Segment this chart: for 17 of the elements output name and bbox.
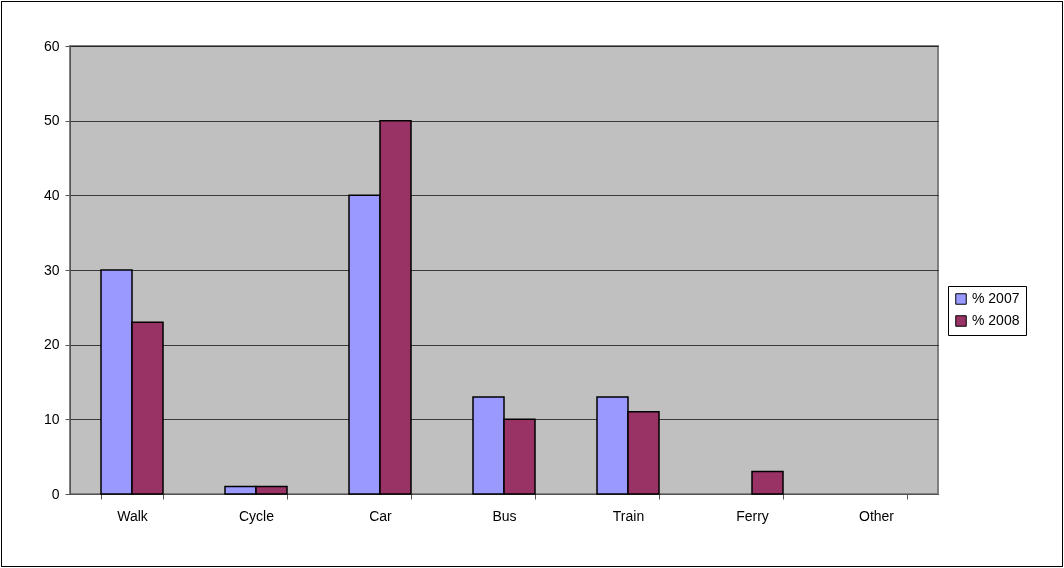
legend-label: % 2007: [972, 290, 1020, 306]
y-tick-label: 30: [43, 261, 60, 278]
y-tick-label: 50: [43, 112, 60, 129]
legend-label: % 2008: [972, 312, 1020, 328]
y-tick-label: 60: [43, 37, 60, 54]
y-tick-label: 0: [51, 485, 60, 502]
x-tick-label: Bus: [492, 507, 517, 524]
y-tick-label: 10: [43, 410, 60, 427]
bar: [751, 470, 784, 495]
x-tick-label: Ferry: [736, 507, 769, 524]
x-tick-label: Cycle: [238, 507, 275, 524]
x-tick-label: Train: [612, 507, 645, 524]
x-tick-label: Car: [369, 507, 393, 524]
x-tick-label: Walk: [117, 507, 149, 524]
x-tick-label: Other: [858, 507, 895, 524]
y-tick-label: 40: [43, 186, 60, 203]
y-tick-label: 20: [43, 336, 60, 353]
